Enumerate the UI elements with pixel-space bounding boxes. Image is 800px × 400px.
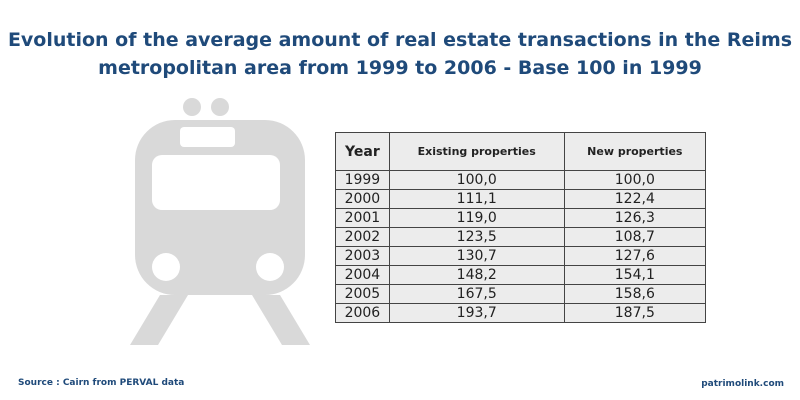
table-cell: 2001 <box>335 208 390 228</box>
table-cell: 2005 <box>335 284 390 304</box>
table-row: 1999 100,0 100,0 <box>335 170 707 190</box>
table-cell: 126,3 <box>563 208 707 228</box>
table-cell: 154,1 <box>563 265 707 285</box>
table-cell: 193,7 <box>388 303 565 323</box>
table-row: 2002 123,5 108,7 <box>335 227 707 247</box>
table-row: 2006 193,7 187,5 <box>335 303 707 323</box>
page-title: Evolution of the average amount of real … <box>7 29 793 79</box>
source-note: Source : Cairn from PERVAL data <box>18 378 185 388</box>
table-row: 2004 148,2 154,1 <box>335 265 707 285</box>
table-cell: 167,5 <box>388 284 565 304</box>
table-row: 2003 130,7 127,6 <box>335 246 707 266</box>
table-cell: 100,0 <box>563 170 707 190</box>
table-row: 2001 119,0 126,3 <box>335 208 707 228</box>
table-cell: 122,4 <box>563 189 707 209</box>
table-cell: 119,0 <box>388 208 565 228</box>
train-icon <box>130 98 310 345</box>
data-table: Year Existing properties New properties 19… <box>335 132 707 323</box>
table-cell: 2003 <box>335 246 390 266</box>
table-row: 2000 111,1 122,4 <box>335 189 707 209</box>
table-cell: 148,2 <box>388 265 565 285</box>
table-cell: 100,0 <box>388 170 565 190</box>
table-cell: 2004 <box>335 265 390 285</box>
table-cell: 2000 <box>335 189 390 209</box>
brand-label: patrimolink.com <box>701 379 784 389</box>
table-cell: 158,6 <box>563 284 707 304</box>
column-header: Year <box>335 132 390 171</box>
column-header: New properties <box>563 132 707 171</box>
table-cell: 2002 <box>335 227 390 247</box>
column-header: Existing properties <box>388 132 565 171</box>
table-cell: 123,5 <box>388 227 565 247</box>
table-cell: 111,1 <box>388 189 565 209</box>
table-cell: 187,5 <box>563 303 707 323</box>
table-row: 2005 167,5 158,6 <box>335 284 707 304</box>
table-cell: 2006 <box>335 303 390 323</box>
table-cell: 1999 <box>335 170 390 190</box>
table-cell: 127,6 <box>563 246 707 266</box>
table-cell: 130,7 <box>388 246 565 266</box>
table-cell: 108,7 <box>563 227 707 247</box>
